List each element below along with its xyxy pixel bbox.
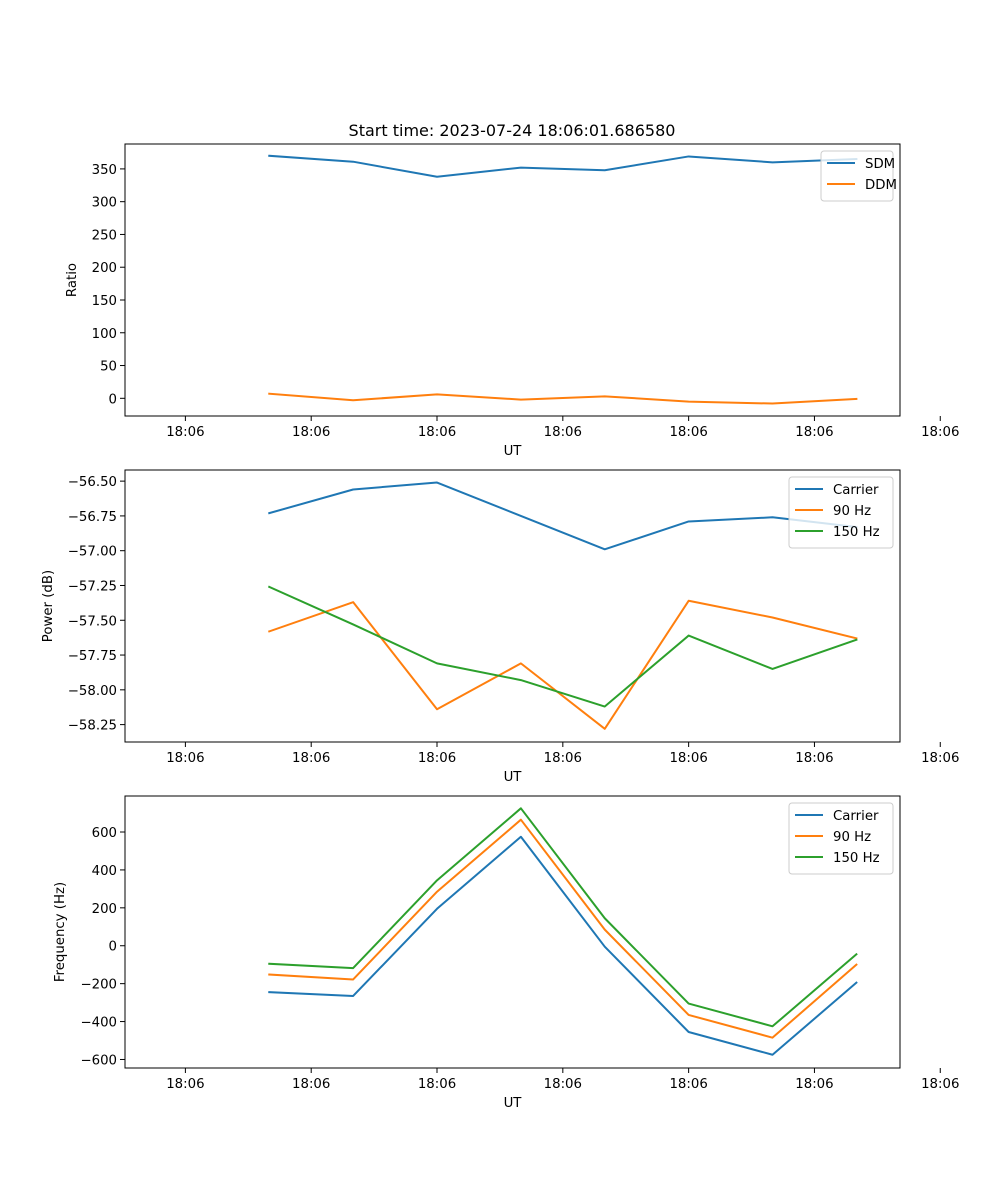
x-tick-label: 18:06 [418, 751, 456, 766]
y-tick-label: 600 [92, 826, 117, 841]
x-tick-label: 18:06 [921, 425, 959, 440]
axes-frame [124, 469, 901, 743]
y-tick-label: 150 [92, 294, 117, 309]
y-tick-label: 0 [109, 392, 117, 407]
x-tick-label: 18:06 [795, 425, 833, 440]
y-axis-label: Power (dB) [41, 570, 56, 642]
x-tick-label: 18:06 [418, 425, 456, 440]
legend-label: Carrier [833, 483, 879, 498]
legend: Carrier 90 Hz 150 Hz [788, 802, 894, 875]
y-tick-label: 250 [92, 228, 117, 243]
x-axis-label: UT [504, 444, 523, 459]
y-tick-label: −600 [80, 1053, 117, 1068]
legend-label: 90 Hz [833, 830, 871, 845]
series-line-carrier [268, 481, 858, 551]
series-line-90-hz [268, 818, 858, 1039]
chart-panel-2: 18:06 18:06 18:06 18:06 18:06 18:06 18:06 −58.2… [41, 469, 959, 785]
x-tick-label: 18:06 [418, 1077, 456, 1092]
x-tick-label: 18:06 [166, 751, 204, 766]
y-tick-label: 50 [100, 360, 117, 375]
series-line-carrier [268, 835, 858, 1056]
x-tick-label: 18:06 [669, 751, 707, 766]
x-tick-label: 18:06 [921, 751, 959, 766]
legend: SDM DDM [820, 150, 897, 202]
series-line-150-hz [267, 585, 858, 708]
figure-title: Start time: 2023-07-24 18:06:01.686580 [349, 121, 676, 140]
x-tick-label: 18:06 [292, 425, 330, 440]
chart-panel-3: 18:06 18:06 18:06 18:06 18:06 18:06 18:06 −600 −… [53, 795, 959, 1111]
y-axis-label: Frequency (Hz) [53, 882, 68, 982]
x-tick-label: 18:06 [921, 1077, 959, 1092]
x-tick-label: 18:06 [166, 1077, 204, 1092]
x-tick-label: 18:06 [166, 425, 204, 440]
x-tick-label: 18:06 [292, 1077, 330, 1092]
legend-label: DDM [865, 178, 897, 193]
y-tick-label: 400 [92, 864, 117, 879]
y-tick-label: 200 [92, 902, 117, 917]
y-tick-label: −57.00 [68, 545, 117, 560]
y-tick-label: −58.00 [68, 684, 117, 699]
x-tick-label: 18:06 [544, 425, 582, 440]
axes-frame [124, 795, 901, 1069]
axes-frame [124, 143, 901, 417]
y-tick-label: −58.25 [68, 719, 117, 734]
y-tick-label: −57.50 [68, 614, 117, 629]
series-line-ddm [268, 392, 858, 405]
y-tick-label: −57.75 [68, 649, 117, 664]
y-tick-label: 300 [92, 196, 117, 211]
y-tick-label: −400 [80, 1016, 117, 1031]
y-axis-label: Ratio [65, 263, 80, 297]
legend-label: 150 Hz [833, 851, 880, 866]
series-line-90-hz [267, 599, 858, 730]
legend-label: 150 Hz [833, 525, 880, 540]
chart-panel-1: 18:06 18:06 18:06 18:06 18:06 18:06 18:06 0 50 10… [65, 143, 959, 459]
y-tick-label: −57.25 [68, 579, 117, 594]
y-tick-label: 350 [92, 163, 117, 178]
x-tick-label: 18:06 [544, 1077, 582, 1092]
x-axis-label: UT [504, 770, 523, 785]
x-tick-label: 18:06 [795, 751, 833, 766]
x-tick-label: 18:06 [669, 425, 707, 440]
legend-label: 90 Hz [833, 504, 871, 519]
y-tick-label: 100 [92, 327, 117, 342]
y-tick-label: 200 [92, 261, 117, 276]
x-tick-label: 18:06 [669, 1077, 707, 1092]
x-tick-label: 18:06 [544, 751, 582, 766]
y-tick-label: 0 [109, 940, 117, 955]
y-tick-label: −56.50 [68, 475, 117, 490]
x-tick-label: 18:06 [795, 1077, 833, 1092]
legend-label: SDM [865, 157, 895, 172]
series-line-150-hz [268, 807, 858, 1028]
x-axis-label: UT [504, 1096, 523, 1111]
legend: Carrier 90 Hz 150 Hz [788, 476, 894, 549]
y-tick-label: −56.75 [68, 510, 117, 525]
x-tick-label: 18:06 [292, 751, 330, 766]
series-line-sdm [268, 154, 858, 178]
legend-label: Carrier [833, 809, 879, 824]
y-tick-label: −200 [80, 978, 117, 993]
